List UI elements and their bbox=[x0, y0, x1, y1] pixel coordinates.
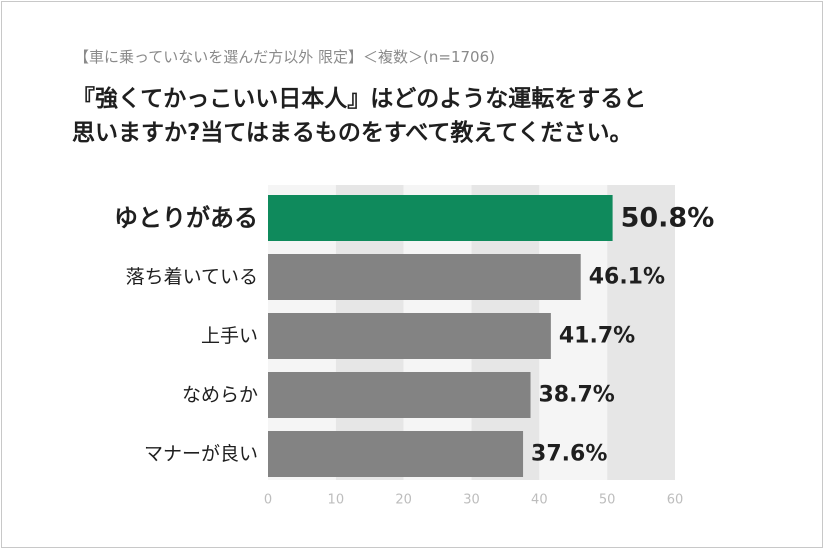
chart-subtitle: 【車に乗っていないを選んだ方以外 限定】＜複数＞(n=1706) bbox=[74, 48, 495, 66]
x-tick-label-6: 60 bbox=[667, 493, 684, 508]
value-label-3: 38.7% bbox=[539, 383, 615, 408]
x-tick-label-5: 50 bbox=[599, 493, 616, 508]
chart-x-axis: 0 10 20 30 40 50 60 bbox=[264, 493, 683, 508]
category-label-3: なめらか bbox=[182, 384, 258, 406]
bar-4 bbox=[268, 431, 524, 477]
category-label-4: マナーが良い bbox=[144, 443, 258, 465]
x-tick-label-1: 10 bbox=[328, 493, 345, 508]
category-label-1: 落ち着いている bbox=[126, 266, 258, 288]
x-tick-label-2: 20 bbox=[395, 493, 412, 508]
category-label-0: ゆとりがある bbox=[114, 204, 258, 232]
chart-title-line-1: 『強くてかっこいい日本人』はどのような運転をすると bbox=[72, 86, 647, 112]
bar-2 bbox=[268, 313, 551, 359]
chart-labels: ゆとりがある 50.8% 落ち着いている 46.1% 上手い 41.7% なめらか 38.7%… bbox=[114, 203, 714, 467]
chart-title: 『強くてかっこいい日本人』はどのような運転をすると 思いますか?当てはまるものを… bbox=[72, 82, 646, 150]
x-tick-label-3: 30 bbox=[463, 493, 480, 508]
chart-bars bbox=[268, 195, 613, 477]
category-label-2: 上手い bbox=[201, 325, 258, 347]
bar-0 bbox=[268, 195, 613, 241]
chart-title-line-2: 思いますか?当てはまるものをすべて教えてください。 bbox=[72, 120, 633, 146]
x-tick-label-4: 40 bbox=[531, 493, 548, 508]
bar-3 bbox=[268, 372, 531, 418]
x-tick-label-0: 0 bbox=[264, 493, 272, 508]
chart-band-5 bbox=[607, 185, 675, 480]
value-label-4: 37.6% bbox=[531, 442, 607, 467]
value-label-0: 50.8% bbox=[621, 203, 715, 234]
bar-1 bbox=[268, 254, 581, 300]
value-label-1: 46.1% bbox=[589, 265, 665, 290]
value-label-2: 41.7% bbox=[559, 324, 635, 349]
